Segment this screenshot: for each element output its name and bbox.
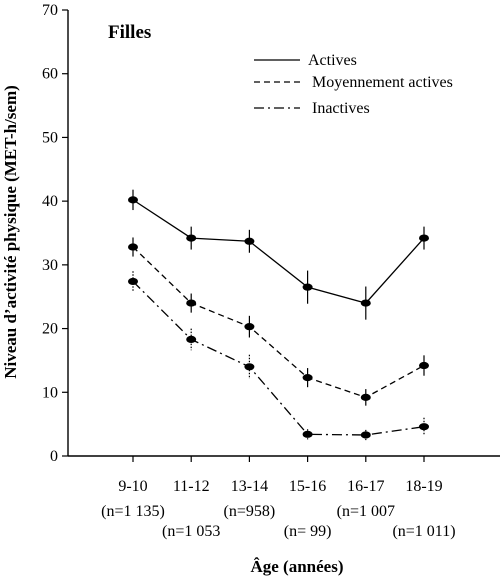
data-point <box>302 283 313 291</box>
series-dashed <box>128 237 429 406</box>
data-point <box>302 430 313 438</box>
y-tick-label: 40 <box>42 193 58 210</box>
data-point <box>128 277 138 286</box>
x-tick-label: 11-12 <box>173 478 210 495</box>
data-point <box>186 299 197 307</box>
sample-size-label: (n= 99) <box>284 523 332 540</box>
legend-label: Moyennement actives <box>312 74 453 91</box>
series-line <box>132 280 425 436</box>
y-tick-label: 50 <box>42 129 58 146</box>
data-point <box>186 234 197 242</box>
sample-size-label: (n=1 053 <box>162 523 220 540</box>
y-tick-label: 20 <box>42 321 58 338</box>
data-point <box>419 234 429 242</box>
x-axis-title: Âge (années) <box>250 557 343 576</box>
x-tick-label: 18-19 <box>405 478 442 495</box>
legend-label: Actives <box>308 52 357 69</box>
data-point <box>244 237 255 245</box>
series-layer <box>128 189 429 441</box>
x-tick-label: 15-16 <box>289 478 326 495</box>
y-tick-label: 10 <box>42 384 58 401</box>
series-dashdot <box>128 271 429 441</box>
legend-label: Inactives <box>312 100 370 117</box>
legend: Actives Moyennement actives Inactives <box>254 52 453 117</box>
data-point <box>128 243 138 251</box>
data-point <box>419 423 429 431</box>
series-solid <box>128 189 429 320</box>
data-point <box>360 431 371 439</box>
y-tick-label: 60 <box>42 66 58 83</box>
sample-size-label: (n=1 135) <box>101 503 165 520</box>
y-axis-title: Niveau d’activité physique (MET-h/sem) <box>1 85 20 379</box>
sample-size-label: (n=1 007 <box>337 503 395 520</box>
data-point <box>360 299 371 307</box>
data-point <box>244 363 255 371</box>
y-tick-label: 70 <box>42 2 58 19</box>
series-line <box>132 246 425 399</box>
x-tick-label: 9-10 <box>118 478 147 495</box>
x-tick-label: 16-17 <box>347 478 384 495</box>
y-tick-label: 30 <box>42 257 58 274</box>
data-point <box>244 323 255 331</box>
axes: 0 10 20 30 40 50 60 70 9-10 11-12 13-14 15-16 16-17 1… <box>42 2 500 540</box>
x-tick-label: 13-14 <box>231 478 268 495</box>
data-point <box>360 393 371 401</box>
sample-size-label: (n=958) <box>224 503 276 520</box>
series-line <box>132 199 425 304</box>
y-tick-label: 0 <box>50 448 58 465</box>
sample-size-label: (n=1 011) <box>392 523 455 540</box>
chart-title: Filles <box>108 22 151 43</box>
data-point <box>419 361 429 370</box>
data-point <box>186 335 197 344</box>
data-point <box>128 196 138 204</box>
data-point <box>302 374 313 382</box>
